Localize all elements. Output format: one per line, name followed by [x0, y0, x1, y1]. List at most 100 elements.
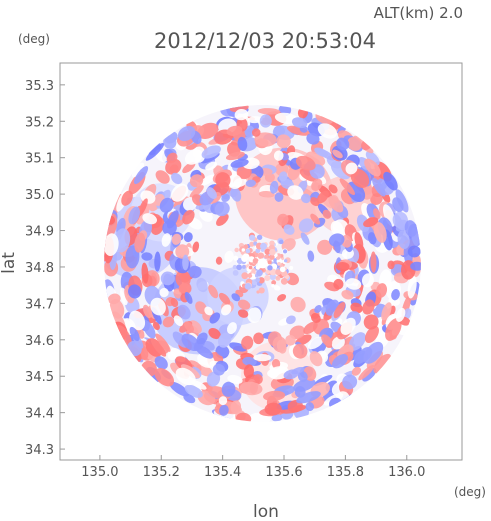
speckle-cell — [234, 108, 249, 121]
speckle-cell — [182, 162, 196, 174]
speckle-cell — [244, 125, 255, 138]
speckle-cell — [128, 284, 142, 299]
center-clutter-cell — [258, 287, 265, 294]
center-clutter-cell — [279, 239, 284, 245]
speckle-cell — [215, 256, 223, 265]
speckle-cell — [273, 150, 284, 161]
speckle-cell — [361, 273, 374, 288]
speckle-cell — [305, 402, 315, 412]
speckle-cell — [407, 275, 417, 299]
speckle-cell — [281, 238, 296, 252]
speckle-cell — [215, 172, 231, 188]
speckle-cell — [142, 213, 157, 225]
speckle-cell — [154, 356, 168, 370]
center-clutter-cell — [279, 266, 286, 273]
speckle-cell — [299, 168, 319, 182]
speckle-cell — [104, 233, 119, 257]
speckle-cell — [188, 265, 202, 279]
plot-frame — [59, 62, 463, 461]
speckle-cell — [358, 364, 375, 381]
speckle-cell — [392, 197, 404, 213]
speckle-cell — [241, 335, 254, 350]
x-tick-label: 135.6 — [265, 465, 302, 480]
speckle-cell — [332, 149, 343, 159]
speckle-cell — [354, 232, 364, 251]
center-clutter-cell — [256, 269, 263, 277]
speckle-cell — [395, 307, 406, 322]
y-tick-label: 34.9 — [25, 225, 54, 240]
speckle-cell — [152, 321, 160, 331]
speckle-cell — [351, 366, 362, 376]
speckle-cell — [397, 230, 410, 250]
speckle-cell — [201, 145, 221, 159]
chart-title: 2012/12/03 20:53:04 — [154, 29, 376, 53]
center-clutter-cell — [249, 234, 256, 241]
speckle-cell — [309, 351, 323, 367]
center-clutter-cell — [267, 265, 273, 271]
center-clutter-cell — [258, 277, 265, 284]
speckle-cell — [237, 309, 249, 318]
speckle-cell — [133, 166, 149, 185]
speckle-cell — [182, 254, 189, 271]
speckle-cell — [184, 291, 193, 304]
speckle-cell — [335, 261, 350, 272]
y-axis-unit: (deg) — [18, 32, 50, 46]
speckle-cell — [253, 332, 264, 345]
center-clutter-cell — [241, 272, 249, 280]
speckle-cell — [183, 393, 196, 404]
speckle-cell — [170, 297, 179, 308]
speckle-cell — [333, 278, 344, 290]
speckle-cell — [307, 336, 324, 350]
speckle-cell — [333, 302, 346, 319]
speckle-cell — [184, 321, 194, 333]
speckle-cell — [115, 325, 133, 350]
speckle-cell — [407, 245, 421, 258]
speckle-cell — [365, 151, 380, 166]
center-clutter-cell — [256, 234, 263, 241]
speckle-cell — [345, 162, 358, 175]
speckle-cell — [321, 334, 333, 347]
speckle-cell — [391, 288, 400, 301]
speckle-cell — [328, 233, 345, 247]
radar-field — [104, 104, 421, 422]
speckle-cell — [221, 193, 231, 202]
speckle-cell — [311, 178, 323, 191]
center-clutter-cell — [241, 264, 246, 269]
speckle-cell — [271, 414, 283, 422]
speckle-cell — [286, 125, 310, 136]
axis-ticks: 135.0 135.2 135.4 135.6 135.8 136.0 34.3 34.4 34… — [25, 79, 425, 480]
speckle-cell — [395, 189, 409, 213]
speckle-cell — [278, 171, 288, 182]
speckle-cell — [276, 134, 291, 149]
center-clutter-cell — [257, 252, 265, 260]
center-clutter-cell — [245, 248, 251, 254]
speckle-cell — [155, 170, 170, 184]
speckle-cell — [216, 345, 230, 357]
speckle-cell — [283, 224, 295, 235]
speckle-cell — [317, 239, 333, 255]
speckle-cell — [310, 213, 321, 225]
speckle-cell — [381, 302, 392, 321]
speckle-cell — [298, 218, 314, 233]
center-clutter-cell — [250, 256, 254, 261]
center-clutter-cell — [251, 268, 256, 273]
speckle-cell — [316, 190, 329, 204]
speckle-cell — [296, 391, 321, 404]
speckle-cell — [307, 250, 315, 262]
center-clutter-cell — [271, 280, 277, 286]
speckle-cell — [317, 123, 338, 139]
speckle-cell — [350, 168, 370, 188]
speckle-cell — [128, 206, 140, 225]
speckle-cell — [196, 332, 208, 345]
x-axis-label: lon — [253, 502, 279, 521]
speckle-cell — [206, 187, 217, 199]
y-tick-label: 35.1 — [25, 152, 54, 167]
speckle-cell — [289, 325, 306, 340]
speckle-cell — [287, 185, 304, 200]
speckle-cell — [387, 260, 395, 270]
center-clutter-cell — [264, 248, 271, 255]
y-tick-label: 34.3 — [25, 443, 54, 458]
speckle-cell — [160, 271, 175, 286]
speckle-cell — [221, 304, 232, 316]
speckle-cell — [171, 172, 183, 185]
